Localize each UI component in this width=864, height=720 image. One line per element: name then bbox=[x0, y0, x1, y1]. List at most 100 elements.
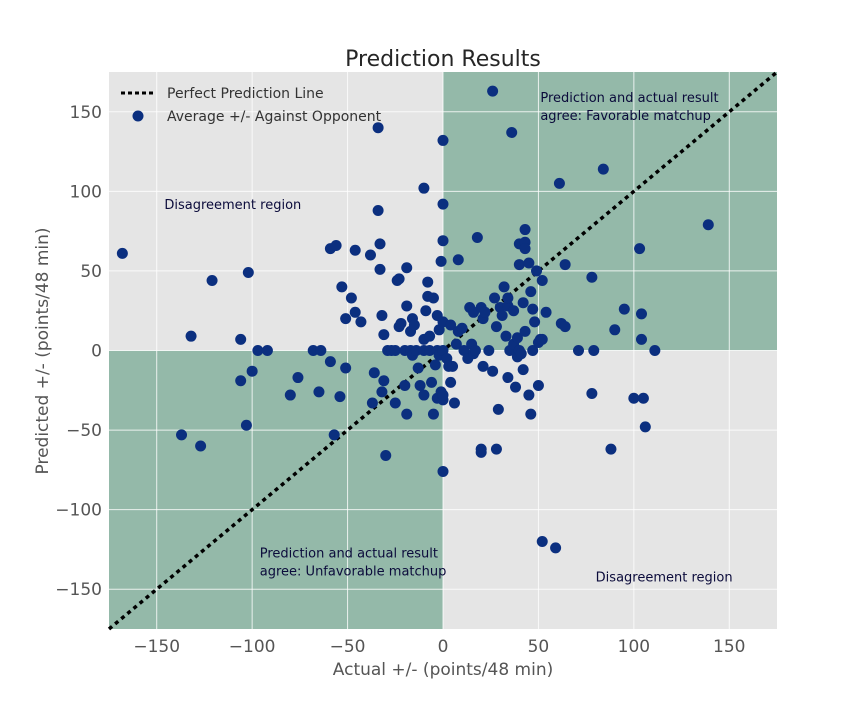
data-point bbox=[374, 238, 386, 250]
data-point bbox=[376, 386, 388, 398]
data-point bbox=[702, 219, 714, 231]
data-point bbox=[235, 375, 247, 387]
data-point bbox=[527, 303, 539, 315]
data-point bbox=[532, 380, 544, 392]
data-point bbox=[628, 392, 640, 404]
data-point bbox=[597, 163, 609, 175]
data-point bbox=[510, 381, 522, 393]
data-point bbox=[519, 224, 531, 236]
data-point bbox=[401, 408, 413, 420]
y-tick-label: 150 bbox=[70, 103, 102, 123]
data-point bbox=[605, 443, 617, 455]
data-point bbox=[246, 365, 258, 377]
data-point bbox=[378, 329, 390, 341]
data-point bbox=[508, 305, 520, 317]
data-point bbox=[427, 292, 439, 304]
data-point bbox=[349, 244, 361, 256]
data-point bbox=[445, 376, 457, 388]
y-tick-label: −150 bbox=[55, 580, 102, 600]
data-point bbox=[469, 345, 481, 356]
data-point bbox=[525, 408, 537, 420]
data-point bbox=[424, 330, 436, 342]
data-point bbox=[328, 429, 340, 441]
y-tick-label: −50 bbox=[66, 421, 102, 441]
data-point bbox=[550, 542, 562, 554]
data-point bbox=[523, 257, 535, 269]
region-annotation-line: Disagreement region bbox=[596, 570, 733, 585]
x-tick-label: 0 bbox=[438, 637, 449, 657]
data-point bbox=[422, 276, 434, 288]
data-point bbox=[500, 330, 512, 342]
data-point bbox=[502, 292, 514, 304]
data-point bbox=[355, 316, 367, 328]
data-point bbox=[492, 403, 504, 415]
data-point bbox=[376, 309, 388, 321]
data-point bbox=[437, 465, 449, 477]
y-tick-label: −100 bbox=[55, 501, 102, 521]
data-point bbox=[345, 292, 357, 304]
data-point bbox=[445, 319, 457, 331]
data-point bbox=[573, 345, 585, 356]
data-point bbox=[324, 356, 336, 368]
data-point bbox=[540, 306, 552, 318]
data-point bbox=[635, 308, 647, 320]
legend: Perfect Prediction Line Average +/- Agai… bbox=[121, 86, 382, 125]
data-point bbox=[418, 389, 430, 401]
data-point bbox=[349, 306, 361, 318]
data-point bbox=[307, 345, 319, 356]
data-point bbox=[513, 259, 525, 271]
region-annotation: Disagreement region bbox=[164, 198, 301, 213]
data-point bbox=[586, 271, 598, 283]
y-axis-label: Predicted +/- (points/48 min) bbox=[33, 227, 53, 474]
data-point bbox=[399, 380, 411, 392]
data-point bbox=[420, 305, 432, 317]
data-point bbox=[618, 303, 630, 315]
data-point bbox=[412, 362, 424, 374]
data-point bbox=[448, 397, 460, 409]
data-point bbox=[340, 313, 352, 325]
region-annotations: Prediction and actual result agree: Favor… bbox=[164, 91, 732, 585]
data-point bbox=[206, 274, 218, 286]
region-annotation-line: Disagreement region bbox=[164, 198, 301, 213]
agreement-regions bbox=[109, 72, 777, 629]
data-point bbox=[536, 333, 548, 345]
data-point bbox=[334, 391, 346, 403]
data-point bbox=[502, 372, 514, 384]
data-point bbox=[477, 360, 489, 372]
data-point bbox=[519, 243, 531, 255]
data-point bbox=[456, 322, 468, 334]
data-point bbox=[116, 247, 128, 259]
data-point bbox=[511, 332, 523, 344]
data-point bbox=[479, 306, 491, 318]
data-point bbox=[559, 259, 571, 271]
data-point bbox=[336, 281, 348, 293]
y-axis-ticks: −150 −100 −50 0 50 100 150 bbox=[55, 103, 102, 600]
x-axis-label: Actual +/- (points/48 min) bbox=[333, 660, 553, 680]
data-point bbox=[429, 359, 441, 371]
data-point bbox=[315, 345, 327, 356]
data-point bbox=[235, 333, 247, 345]
data-point bbox=[240, 419, 252, 431]
data-point bbox=[364, 249, 376, 261]
x-tick-label: 50 bbox=[528, 637, 550, 657]
data-point bbox=[490, 443, 502, 455]
data-point bbox=[313, 386, 325, 398]
data-point bbox=[452, 254, 464, 266]
data-point bbox=[401, 262, 413, 274]
data-point bbox=[553, 177, 565, 189]
data-point bbox=[437, 235, 449, 247]
legend-line-label: Perfect Prediction Line bbox=[167, 86, 324, 102]
region-annotation: Disagreement region bbox=[596, 570, 733, 585]
data-point bbox=[525, 286, 537, 298]
y-tick-label: 0 bbox=[91, 342, 102, 362]
data-point bbox=[410, 345, 422, 356]
x-tick-label: 100 bbox=[618, 637, 650, 657]
data-point bbox=[489, 292, 501, 304]
data-point bbox=[372, 122, 384, 134]
data-point bbox=[447, 360, 459, 372]
data-point bbox=[195, 440, 207, 452]
data-point bbox=[471, 232, 483, 244]
data-point bbox=[427, 408, 439, 420]
